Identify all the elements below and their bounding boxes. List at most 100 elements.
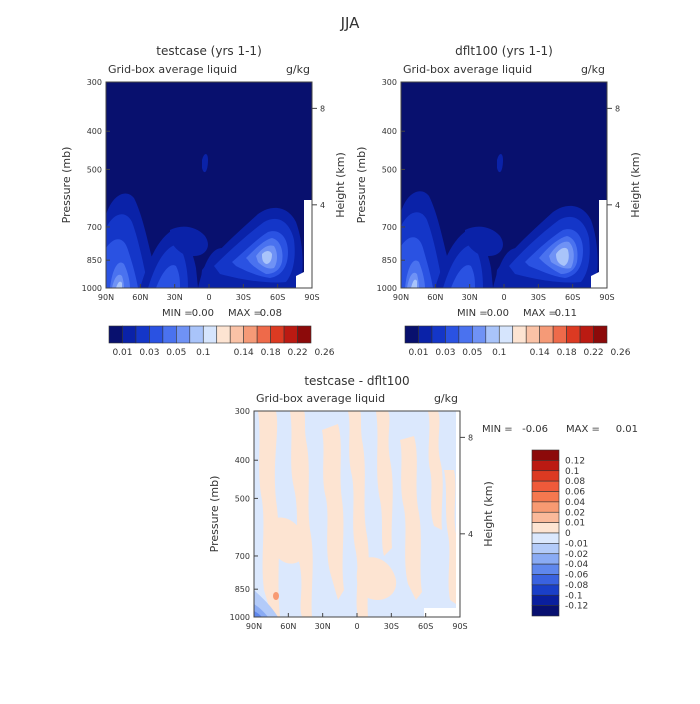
y-tick-label: 700 <box>382 223 397 232</box>
y2-tick-label: 4 <box>468 530 473 539</box>
colorbar-label: -0.08 <box>565 581 589 591</box>
colorbar-swatch <box>531 470 560 482</box>
colorbar-swatch <box>270 325 285 344</box>
colorbar-label: 0 <box>565 529 571 539</box>
y-tick-label: 500 <box>87 165 102 174</box>
x-tick-label: 90N <box>393 293 409 302</box>
colorbar-label: 0.22 <box>288 348 308 358</box>
colorbar-swatch <box>135 325 150 344</box>
y-tick-label: 300 <box>87 78 102 87</box>
colorbar: 0.120.10.080.060.040.020.010-0.01-0.02-0… <box>531 449 589 617</box>
colorbar-label: 0.26 <box>610 348 630 358</box>
units-label: g/kg <box>581 63 605 76</box>
colorbar-swatch <box>531 460 560 472</box>
y-tick-label: 700 <box>235 552 250 561</box>
x-tick-label: 90N <box>246 622 262 631</box>
colorbar-swatch <box>531 449 560 461</box>
colorbar-swatch <box>283 325 298 344</box>
y2-axis-label: Height (km) <box>629 152 642 218</box>
x-tick-label: 30S <box>236 293 251 302</box>
y-tick-label: 1000 <box>82 284 102 293</box>
colorbar-swatch <box>512 325 527 344</box>
figure-title: JJA <box>340 14 361 32</box>
x-tick-label: 0 <box>501 293 506 302</box>
y-tick-label: 300 <box>382 78 397 87</box>
colorbar-label: -0.01 <box>565 539 588 549</box>
colorbar-swatch <box>485 325 500 344</box>
y-axis-label: Pressure (mb) <box>208 476 221 553</box>
units-label: g/kg <box>434 392 458 405</box>
colorbar-label: 0.1 <box>196 348 210 358</box>
colorbar-swatch <box>256 325 271 344</box>
contour-field <box>106 82 312 288</box>
y-tick-label: 400 <box>382 127 397 136</box>
colorbar-swatch <box>525 325 540 344</box>
colorbar-label: 0.01 <box>565 519 585 529</box>
stats-min-value: 0.00 <box>487 308 509 319</box>
colorbar-label: -0.12 <box>565 602 588 612</box>
panel-title: testcase - dflt100 <box>304 374 409 388</box>
y2-tick-label: 4 <box>615 201 620 210</box>
colorbar-swatch <box>472 325 487 344</box>
y2-tick-label: 8 <box>468 433 473 442</box>
y-tick-label: 850 <box>382 256 397 265</box>
colorbar-swatch <box>216 325 231 344</box>
panel-title: dflt100 (yrs 1-1) <box>455 44 553 58</box>
x-tick-label: 90S <box>304 293 319 302</box>
x-tick-label: 30N <box>315 622 331 631</box>
stats-min-label: MIN = <box>482 424 513 435</box>
colorbar-swatch <box>498 325 514 344</box>
x-tick-label: 30N <box>167 293 183 302</box>
colorbar-swatch <box>418 325 433 344</box>
x-tick-label: 60N <box>280 622 296 631</box>
y2-tick-label: 4 <box>320 201 325 210</box>
colorbar-swatch <box>243 325 258 344</box>
y-tick-label: 1000 <box>230 613 250 622</box>
colorbar-swatch <box>531 553 560 565</box>
colorbar-swatch <box>531 594 560 606</box>
colorbar-label: 0.01 <box>112 348 132 358</box>
colorbar-swatch <box>531 563 560 575</box>
stats-min-value: -0.06 <box>522 424 548 435</box>
colorbar-label: 0.05 <box>166 348 186 358</box>
colorbar-swatch <box>108 325 123 344</box>
colorbar-swatch <box>593 325 608 344</box>
colorbar-swatch <box>531 543 560 555</box>
colorbar-swatch <box>162 325 177 344</box>
x-tick-label: 90N <box>98 293 114 302</box>
y-axis-label: Pressure (mb) <box>355 147 368 224</box>
stats-max-value: 0.11 <box>555 308 577 319</box>
colorbar-label: 0.04 <box>565 498 585 508</box>
x-tick-label: 60S <box>418 622 433 631</box>
variable-label: Grid-box average liquid <box>256 392 385 405</box>
colorbar-label: -0.06 <box>565 571 589 581</box>
colorbar-label: 0.01 <box>408 348 428 358</box>
x-tick-label: 60S <box>270 293 285 302</box>
panel-testcase: testcase (yrs 1-1) Grid-box average liqu… <box>60 44 347 358</box>
colorbar-label: 0.08 <box>565 477 585 487</box>
stats-max-value: 0.01 <box>616 424 638 435</box>
x-tick-label: 90S <box>599 293 614 302</box>
colorbar-swatch <box>531 574 560 586</box>
colorbar-swatch <box>531 501 560 513</box>
colorbar-swatch <box>531 491 560 503</box>
colorbar-swatch <box>539 325 554 344</box>
colorbar-label: 0.14 <box>530 348 550 358</box>
colorbar-swatch <box>176 325 191 344</box>
y2-axis-label: Height (km) <box>482 481 495 547</box>
stats-min-value: 0.00 <box>192 308 214 319</box>
colorbar-swatch <box>531 605 560 617</box>
colorbar: 0.01 0.03 0.05 0.1 0.14 0.18 0.22 0.26 <box>108 325 335 358</box>
colorbar-swatch <box>566 325 581 344</box>
y-axis-label: Pressure (mb) <box>60 147 73 224</box>
colorbar-swatch <box>149 325 164 344</box>
stats-max-label: MAX = <box>228 308 262 319</box>
colorbar-swatch <box>579 325 594 344</box>
y-tick-label: 300 <box>235 407 250 416</box>
x-tick-label: 0 <box>354 622 359 631</box>
stats-min-label: MIN = <box>457 308 488 319</box>
y-tick-label: 500 <box>382 165 397 174</box>
colorbar-label: -0.02 <box>565 550 588 560</box>
colorbar-swatch <box>404 325 419 344</box>
